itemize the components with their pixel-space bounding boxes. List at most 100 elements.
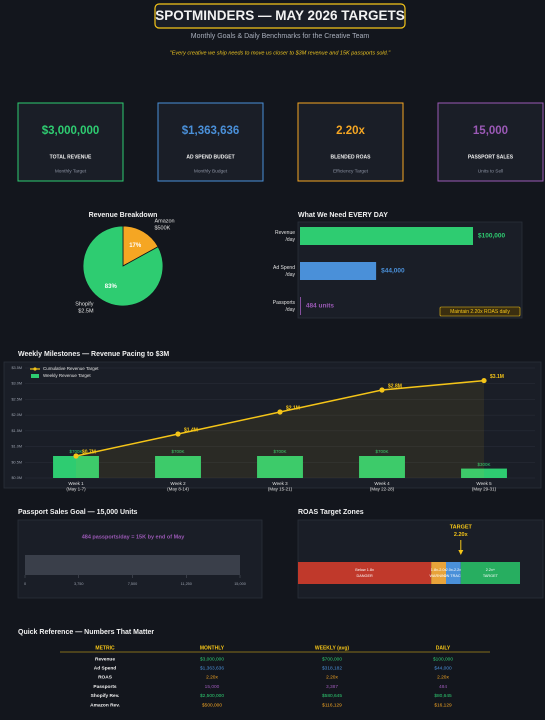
- bar: [359, 456, 405, 478]
- zone: [460, 562, 520, 584]
- kpi-note: Units to Sell: [478, 168, 504, 174]
- kpi-label: TOTAL REVENUE: [50, 154, 92, 160]
- x-tick-label: 15,000: [234, 582, 246, 586]
- row-metric: Passports: [93, 684, 117, 690]
- quote: "Every creative we ship needs to move us…: [170, 50, 391, 56]
- line-value-label: $2.8M: [388, 383, 402, 389]
- bar: [300, 297, 301, 315]
- zone: [446, 562, 461, 584]
- x-tick-label: 3,750: [74, 582, 84, 586]
- bar: [461, 468, 507, 478]
- zone-range: 2.2x+: [486, 568, 496, 572]
- kpi-label: BLENDED ROAS: [330, 154, 371, 160]
- target-label: TARGET: [450, 524, 473, 530]
- y-tick-label: $0.5M: [11, 460, 22, 464]
- slice-note: $2.5M: [78, 308, 94, 314]
- value-label: $44,000: [381, 268, 405, 275]
- column-header: WEEKLY (avg): [315, 645, 350, 651]
- annotation: Maintain 2.20x ROAS daily: [450, 309, 510, 315]
- value-label: 484 units: [306, 303, 335, 310]
- y-tick-label: $1.0M: [11, 445, 22, 449]
- kpi-value: $3,000,000: [42, 125, 100, 137]
- cell: 2.20x: [326, 675, 338, 681]
- cell: $100,000: [433, 656, 453, 662]
- x-tick-label: 11,250: [181, 582, 192, 586]
- row-metric: Revenue: [95, 656, 115, 662]
- title-box: [154, 3, 406, 29]
- y-tick-label: $3.5M: [11, 366, 22, 370]
- kpi-label: AD SPEND BUDGET: [186, 154, 234, 160]
- x-tick-label: Week 2: [170, 481, 186, 486]
- cell: 15,000: [205, 684, 220, 690]
- bar-value-label: $700K: [375, 449, 388, 454]
- x-tick-label: Week 5: [476, 481, 492, 486]
- bar-value-label: $700K: [273, 449, 286, 454]
- row-metric: Amazon Rev.: [90, 702, 120, 708]
- pie-slice: [122, 225, 159, 267]
- bar-value-label: $300K: [477, 462, 490, 467]
- x-tick-date: (May 22-28): [370, 487, 395, 492]
- kpi-card: [17, 102, 124, 182]
- slice-label: 83%: [105, 284, 118, 290]
- target-value: 2.20x: [454, 532, 469, 538]
- row-metric: Shopify Rev.: [91, 693, 120, 699]
- bar: [300, 227, 473, 245]
- cell: $700,000: [322, 656, 342, 662]
- x-tick-label: Week 3: [272, 481, 288, 486]
- x-tick-label: 7,500: [128, 582, 138, 586]
- bar: [53, 456, 99, 478]
- legend-swatch: [33, 367, 37, 371]
- column-header: DAILY: [436, 645, 451, 651]
- page-title: SPOTMINDERS — MAY 2026 TARGETS: [155, 8, 405, 23]
- y-tick-label: $2.0M: [11, 413, 22, 417]
- x-tick-label: 0: [24, 582, 26, 586]
- progress-bar: [25, 555, 240, 575]
- line-point: [277, 409, 283, 415]
- x-tick-label: Week 1: [68, 481, 84, 486]
- zone-status: ON TRACK: [444, 574, 464, 578]
- slice-note: $500K: [154, 226, 170, 232]
- kpi-card: [297, 102, 404, 182]
- annotation: 484 passports/day = 15K by end of May: [82, 534, 185, 540]
- cell: $2,500,000: [200, 693, 224, 699]
- line-point: [379, 387, 385, 393]
- value-label: $100,000: [478, 233, 505, 240]
- kpi-value: 15,000: [473, 125, 508, 137]
- category-suffix: /day: [286, 307, 296, 313]
- zone-range: Below 1.8x: [355, 568, 374, 572]
- category-suffix: /day: [286, 272, 296, 278]
- zone-range: 1.8x-2.0x: [431, 568, 447, 572]
- chart-title: What We Need EVERY DAY: [298, 212, 388, 219]
- zone: [431, 562, 446, 584]
- category-label: Passports: [273, 300, 296, 306]
- zone-status: WARNING: [429, 574, 447, 578]
- cell: $44,000: [434, 665, 452, 671]
- line-value-label: $3.1M: [490, 374, 504, 380]
- x-tick-date: (May 1-7): [66, 487, 86, 492]
- row-metric: Ad Spend: [94, 665, 116, 671]
- y-tick-label: $2.5M: [11, 397, 22, 401]
- legend-label: Weekly Revenue Target: [43, 373, 91, 378]
- slice-label: 17%: [129, 243, 142, 249]
- chart-title: Revenue Breakdown: [89, 212, 158, 219]
- column-header: METRIC: [95, 645, 115, 651]
- chart-title: Passport Sales Goal — 15,000 Units: [18, 509, 138, 516]
- bar: [257, 456, 303, 478]
- line-point: [175, 431, 181, 437]
- pie-slice: [82, 225, 164, 307]
- cell: $3,000,000: [200, 656, 224, 662]
- subtitle: Monthly Goals & Daily Benchmarks for the…: [191, 33, 370, 40]
- kpi-value: 2.20x: [336, 125, 365, 137]
- target-arrowhead: [458, 550, 464, 555]
- column-header: MONTHLY: [200, 645, 225, 651]
- zone-range: 2.0x-2.2x: [446, 568, 462, 572]
- kpi-card: [157, 102, 264, 182]
- row-metric: ROAS: [98, 675, 113, 681]
- x-tick-label: Week 4: [374, 481, 390, 486]
- chart-title: Weekly Milestones — Revenue Pacing to $3…: [18, 351, 169, 358]
- y-tick-label: $0.0M: [11, 476, 22, 480]
- cell: $318,182: [322, 665, 342, 671]
- bar-value-label: $700K: [69, 449, 82, 454]
- cell: $80,645: [434, 693, 452, 699]
